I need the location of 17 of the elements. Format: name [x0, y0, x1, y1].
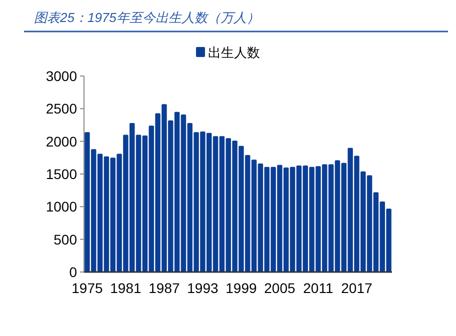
y-tick-label: 1000: [46, 198, 78, 215]
y-tick-label: 500: [54, 231, 78, 248]
x-tick-label: 1993: [187, 280, 218, 296]
x-tick-label: 1987: [148, 280, 180, 296]
x-tick-label: 2011: [303, 280, 334, 296]
x-tick-label: 1981: [110, 280, 142, 296]
y-tick-label: 3000: [46, 68, 78, 84]
y-tick-label: 2000: [46, 133, 78, 150]
x-tick-label: 2005: [264, 280, 296, 296]
legend-label: 出生人数: [208, 45, 260, 60]
x-tick-label: 1999: [226, 280, 257, 296]
y-tick-label: 2500: [46, 100, 78, 117]
chart-title: 图表25：1975年至今出生人数（万人）: [34, 10, 260, 25]
x-tick-label: 2017: [341, 280, 372, 296]
y-tick-label: 0: [69, 264, 78, 280]
y-tick-label: 1500: [46, 166, 78, 182]
x-tick-label: 1975: [72, 280, 103, 296]
